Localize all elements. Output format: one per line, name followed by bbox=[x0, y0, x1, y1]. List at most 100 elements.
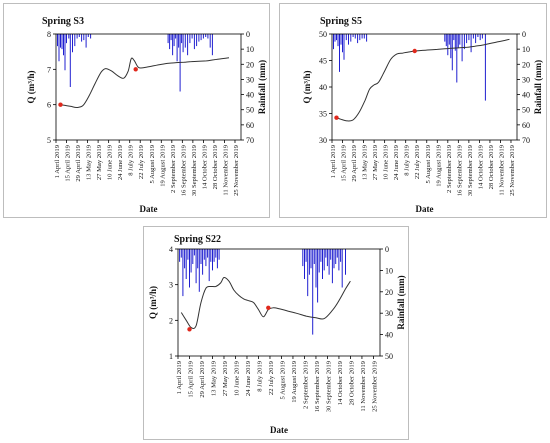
y2-tick-label: 40 bbox=[246, 91, 254, 100]
x-tick-label: 14 October 2019 bbox=[201, 144, 208, 189]
y2-axis-label: Rainfall (mm) bbox=[533, 60, 543, 114]
panel-spring-s5: Spring S5 30 35 40 45 50 0 10 20 30 40 50 60 70 1 Apri… bbox=[279, 3, 547, 218]
y2-tick-label: 50 bbox=[385, 352, 393, 361]
sample-point bbox=[58, 102, 63, 107]
x-tick-label: 30 September 2019 bbox=[325, 360, 332, 412]
panel-spring-s3: Spring S3 5 6 7 8 0 10 20 30 40 50 60 70 1 April 2019… bbox=[3, 3, 270, 218]
x-tick-label: 11 November 2019 bbox=[222, 144, 229, 195]
y-tick-label: 3 bbox=[169, 281, 173, 290]
y-tick-label: 7 bbox=[47, 65, 51, 74]
y2-tick-label: 10 bbox=[385, 266, 393, 275]
x-tick-label: 14 October 2019 bbox=[337, 360, 344, 405]
y2-tick-label: 30 bbox=[522, 75, 530, 84]
x-tick-label: 16 September 2019 bbox=[180, 144, 187, 196]
chart-title: Spring S22 bbox=[174, 234, 221, 245]
x-tick-label: 2 September 2019 bbox=[170, 144, 177, 193]
x-axis-label: Date bbox=[140, 204, 158, 214]
y-axis-label: Q (m³/h) bbox=[148, 286, 158, 319]
x-tick-label: 30 September 2019 bbox=[467, 144, 474, 196]
y2-tick-label: 30 bbox=[385, 309, 393, 318]
x-tick-label: 1 April 2019 bbox=[176, 360, 183, 394]
y2-tick-label: 20 bbox=[246, 60, 254, 69]
y2-tick-label: 0 bbox=[522, 30, 526, 39]
y2-axis-label: Rainfall (mm) bbox=[396, 275, 406, 329]
x-tick-label: 2 September 2019 bbox=[446, 144, 453, 193]
x-tick-label: 13 May 2019 bbox=[86, 144, 93, 180]
x-tick-label: 15 April 2019 bbox=[341, 144, 348, 181]
y-tick-label: 8 bbox=[47, 30, 51, 39]
y2-tick-label: 60 bbox=[246, 121, 254, 130]
y-tick-label: 35 bbox=[319, 110, 327, 119]
y2-tick-label: 0 bbox=[246, 30, 250, 39]
y2-tick-label: 10 bbox=[522, 45, 530, 54]
y-tick-label: 5 bbox=[47, 136, 51, 145]
x-tick-label: 22 July 2019 bbox=[414, 144, 421, 179]
x-tick-label: 16 September 2019 bbox=[314, 360, 321, 412]
x-tick-label: 2 September 2019 bbox=[302, 360, 309, 409]
y-tick-label: 50 bbox=[319, 30, 327, 39]
x-tick-label: 27 May 2019 bbox=[372, 144, 379, 180]
chart-title: Spring S5 bbox=[320, 16, 362, 27]
plot-frame bbox=[55, 33, 242, 141]
x-tick-label: 15 April 2019 bbox=[65, 144, 72, 181]
x-tick-label: 5 August 2019 bbox=[149, 144, 156, 183]
x-tick-label: 10 June 2019 bbox=[233, 360, 240, 396]
discharge-line bbox=[336, 38, 510, 122]
y2-tick-label: 40 bbox=[385, 331, 393, 340]
x-tick-label: 24 June 2019 bbox=[117, 144, 124, 180]
y2-tick-label: 70 bbox=[522, 136, 530, 145]
x-tick-label: 25 November 2019 bbox=[371, 360, 378, 412]
y-tick-label: 1 bbox=[169, 352, 173, 361]
x-tick-label: 8 July 2019 bbox=[256, 360, 263, 391]
x-tick-label: 10 June 2019 bbox=[383, 144, 390, 180]
x-tick-label: 28 October 2019 bbox=[348, 360, 355, 405]
x-tick-label: 28 October 2019 bbox=[212, 144, 219, 189]
x-tick-label: 8 July 2019 bbox=[404, 144, 411, 175]
y-tick-label: 40 bbox=[319, 83, 327, 92]
y2-axis-label: Rainfall (mm) bbox=[257, 60, 267, 114]
chart-title: Spring S3 bbox=[42, 16, 84, 27]
x-tick-label: 5 August 2019 bbox=[425, 144, 432, 183]
x-tick-label: 1 April 2019 bbox=[330, 144, 337, 178]
x-tick-label: 5 August 2019 bbox=[279, 360, 286, 399]
sample-point bbox=[412, 48, 417, 54]
sample-point bbox=[133, 67, 138, 72]
x-tick-label: 13 May 2019 bbox=[362, 144, 369, 180]
panel-spring-s22: Spring S22 1 2 3 4 0 10 20 30 40 50 1 April 2019 15 … bbox=[143, 226, 409, 440]
sample-point bbox=[334, 115, 339, 120]
x-tick-label: 24 June 2019 bbox=[245, 360, 252, 396]
x-tick-label: 27 May 2019 bbox=[96, 144, 103, 180]
discharge-line bbox=[60, 57, 230, 109]
x-tick-label: 10 June 2019 bbox=[107, 144, 114, 180]
y2-tick-label: 50 bbox=[522, 106, 530, 115]
x-tick-label: 29 April 2019 bbox=[75, 144, 82, 181]
plot-frame bbox=[177, 248, 381, 357]
x-tick-label: 30 September 2019 bbox=[191, 144, 198, 196]
y2-tick-label: 0 bbox=[385, 245, 389, 254]
y-tick-label: 2 bbox=[169, 316, 173, 325]
x-tick-label: 29 April 2019 bbox=[199, 360, 206, 397]
y2-tick-label: 20 bbox=[385, 288, 393, 297]
discharge-line bbox=[180, 276, 351, 329]
x-tick-label: 24 June 2019 bbox=[393, 144, 400, 180]
x-tick-label: 8 July 2019 bbox=[128, 144, 135, 175]
x-tick-label: 15 April 2019 bbox=[187, 360, 194, 397]
x-tick-label: 14 October 2019 bbox=[477, 144, 484, 189]
x-tick-label: 22 July 2019 bbox=[268, 360, 275, 395]
chart-spring-s5: Spring S5 30 35 40 45 50 0 10 20 30 40 50 60 70 1 Apri… bbox=[302, 16, 543, 214]
x-tick-label: 19 August 2019 bbox=[291, 360, 298, 402]
x-tick-label: 29 April 2019 bbox=[351, 144, 358, 181]
y-tick-label: 45 bbox=[319, 57, 327, 66]
y-axis-label: Q (m³/h) bbox=[302, 71, 312, 104]
y2-tick-label: 50 bbox=[246, 106, 254, 115]
y-tick-label: 6 bbox=[47, 101, 51, 110]
x-tick-label: 19 August 2019 bbox=[159, 144, 166, 186]
x-tick-label: 22 July 2019 bbox=[138, 144, 145, 179]
x-tick-label: 16 September 2019 bbox=[456, 144, 463, 196]
y-tick-label: 4 bbox=[169, 245, 173, 254]
sample-point bbox=[266, 305, 271, 310]
x-tick-label: 11 November 2019 bbox=[360, 360, 367, 411]
x-tick-label: 25 November 2019 bbox=[509, 144, 516, 196]
y-axis-label: Q (m³/h) bbox=[26, 71, 36, 104]
